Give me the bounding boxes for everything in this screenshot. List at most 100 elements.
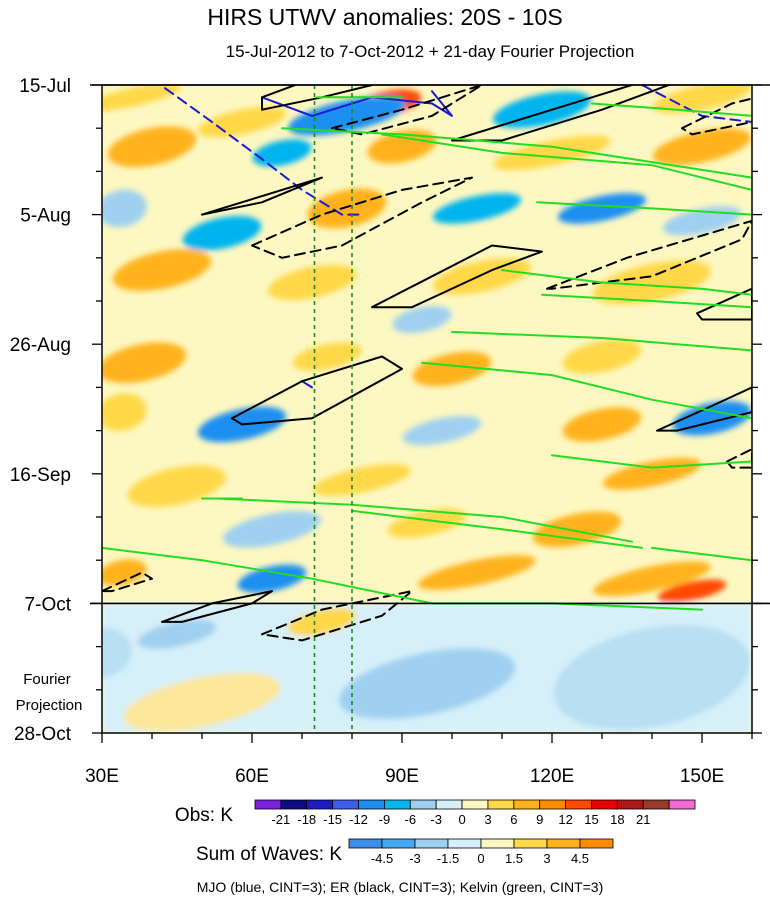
waves-colorbar-swatch xyxy=(414,838,449,849)
anomaly-cell xyxy=(532,511,622,548)
kelvin-contour xyxy=(536,201,752,216)
obs-colorbar-title: Obs: K xyxy=(175,805,233,826)
er-contour xyxy=(251,176,473,259)
obs-colorbar-swatch xyxy=(254,799,282,810)
anomaly-cell xyxy=(652,128,752,166)
anomaly-cell xyxy=(562,407,642,442)
y-tick-label: 16-Sep xyxy=(10,465,71,486)
x-tick-label: 150E xyxy=(680,766,724,787)
er-contour xyxy=(546,219,752,290)
anomaly-cell xyxy=(102,627,132,678)
anomaly-cell xyxy=(102,559,147,586)
anomaly-cell xyxy=(237,564,307,593)
obs-colorbar-swatch xyxy=(616,799,644,810)
y-tick-label: 5-Aug xyxy=(20,206,71,227)
plot-frame xyxy=(90,84,770,734)
obs-colorbar-label: 0 xyxy=(458,812,465,827)
obs-colorbar-swatch xyxy=(461,799,489,810)
obs-colorbar-swatch xyxy=(306,799,334,810)
kelvin-contour xyxy=(551,454,752,469)
obs-colorbar-swatch xyxy=(642,799,670,810)
anomaly-cell xyxy=(653,85,751,114)
kelvin-contour xyxy=(102,546,703,611)
obs-colorbar-swatch xyxy=(591,799,618,810)
waves-colorbar-label: 3 xyxy=(543,851,550,866)
obs-colorbar-label: -3 xyxy=(430,812,442,827)
x-tick-label: 120E xyxy=(530,766,574,787)
er-contour xyxy=(161,590,273,623)
waves-colorbar-label: -4.5 xyxy=(371,851,393,866)
anomaly-cell xyxy=(307,188,387,229)
anomaly-cell xyxy=(557,193,647,224)
anomaly-cell xyxy=(292,342,362,371)
obs-colorbar-label: 18 xyxy=(610,812,624,827)
waves-colorbar-swatch xyxy=(513,838,548,849)
kelvin-contour xyxy=(281,127,752,179)
anomaly-cell xyxy=(402,415,482,446)
waves-colorbar-label: -1.5 xyxy=(437,851,459,866)
waves-colorbar-label: 1.5 xyxy=(505,851,523,866)
anomaly-cell xyxy=(107,126,197,168)
kelvin-contour xyxy=(501,269,752,296)
kelvin-contour xyxy=(351,509,643,549)
mjo-contour xyxy=(641,85,752,123)
anomaly-cell xyxy=(338,648,516,720)
obs-colorbar-label: -18 xyxy=(297,812,316,827)
waves-colorbar-swatch xyxy=(381,838,416,849)
anomaly-cell xyxy=(367,129,437,164)
y-tick-label: 28-Oct xyxy=(14,724,72,745)
kelvin-contour xyxy=(216,497,633,543)
anomaly-cell xyxy=(127,465,227,508)
er-contour xyxy=(201,176,323,216)
obs-colorbar-label: 6 xyxy=(510,812,517,827)
kelvin-contour xyxy=(651,546,752,562)
anomaly-cell xyxy=(392,305,452,334)
wave-contours xyxy=(102,85,752,642)
obs-colorbar-swatch xyxy=(409,799,437,810)
kelvin-contour xyxy=(381,133,752,191)
projection-label-line2: Projection xyxy=(16,697,83,714)
anomaly-cell xyxy=(102,189,147,228)
obs-colorbar-swatch xyxy=(332,799,359,810)
obs-colorbar-swatch xyxy=(280,799,308,810)
obs-colorbar-label: 21 xyxy=(636,812,650,827)
obs-colorbar-swatch xyxy=(539,799,566,810)
obs-colorbar-swatch xyxy=(565,799,592,810)
obs-colorbar-label: -15 xyxy=(323,812,342,827)
anomaly-cell xyxy=(267,264,357,301)
y-tick-label: 26-Aug xyxy=(10,335,71,356)
mjo-contour xyxy=(261,90,453,117)
obs-colorbar-label: 15 xyxy=(584,812,598,827)
er-contour xyxy=(102,571,153,593)
obs-colorbar-label: -9 xyxy=(379,812,391,827)
anomaly-cell xyxy=(432,193,522,224)
anomaly-cell xyxy=(182,215,262,251)
projection-label-line1: Fourier xyxy=(23,671,71,688)
er-contour xyxy=(451,85,672,142)
anomaly-cell xyxy=(137,619,217,649)
anomaly-cell xyxy=(252,139,312,167)
obs-colorbar-swatch xyxy=(435,799,463,810)
waves-colorbar-title: Sum of Waves: K xyxy=(196,844,342,865)
anomaly-cell xyxy=(197,106,287,138)
waves-colorbar-label: 0 xyxy=(477,851,484,866)
waves-colorbar-swatch xyxy=(480,838,515,849)
anomaly-cell xyxy=(412,351,492,387)
anomaly-cell xyxy=(553,624,751,731)
x-tick-label: 30E xyxy=(85,766,119,787)
chart-title: HIRS UTWV anomalies: 20S - 10S xyxy=(207,4,562,30)
y-axis: 15-Jul 5-Aug 26-Aug 16-Sep 7-Oct 28-Oct xyxy=(10,76,762,745)
anomaly-cell xyxy=(102,393,147,431)
anomaly-cell xyxy=(493,135,611,171)
anomaly-cell xyxy=(313,464,411,496)
waves-colorbar-swatch xyxy=(348,838,383,849)
anomaly-cell xyxy=(222,511,322,548)
obs-colorbar-swatch xyxy=(513,799,541,810)
anomaly-cell xyxy=(593,260,711,305)
er-contour xyxy=(696,287,752,321)
reference-lines xyxy=(313,85,353,733)
anomaly-cell xyxy=(418,555,536,590)
kelvin-contour xyxy=(421,361,752,420)
er-contour xyxy=(261,85,373,111)
